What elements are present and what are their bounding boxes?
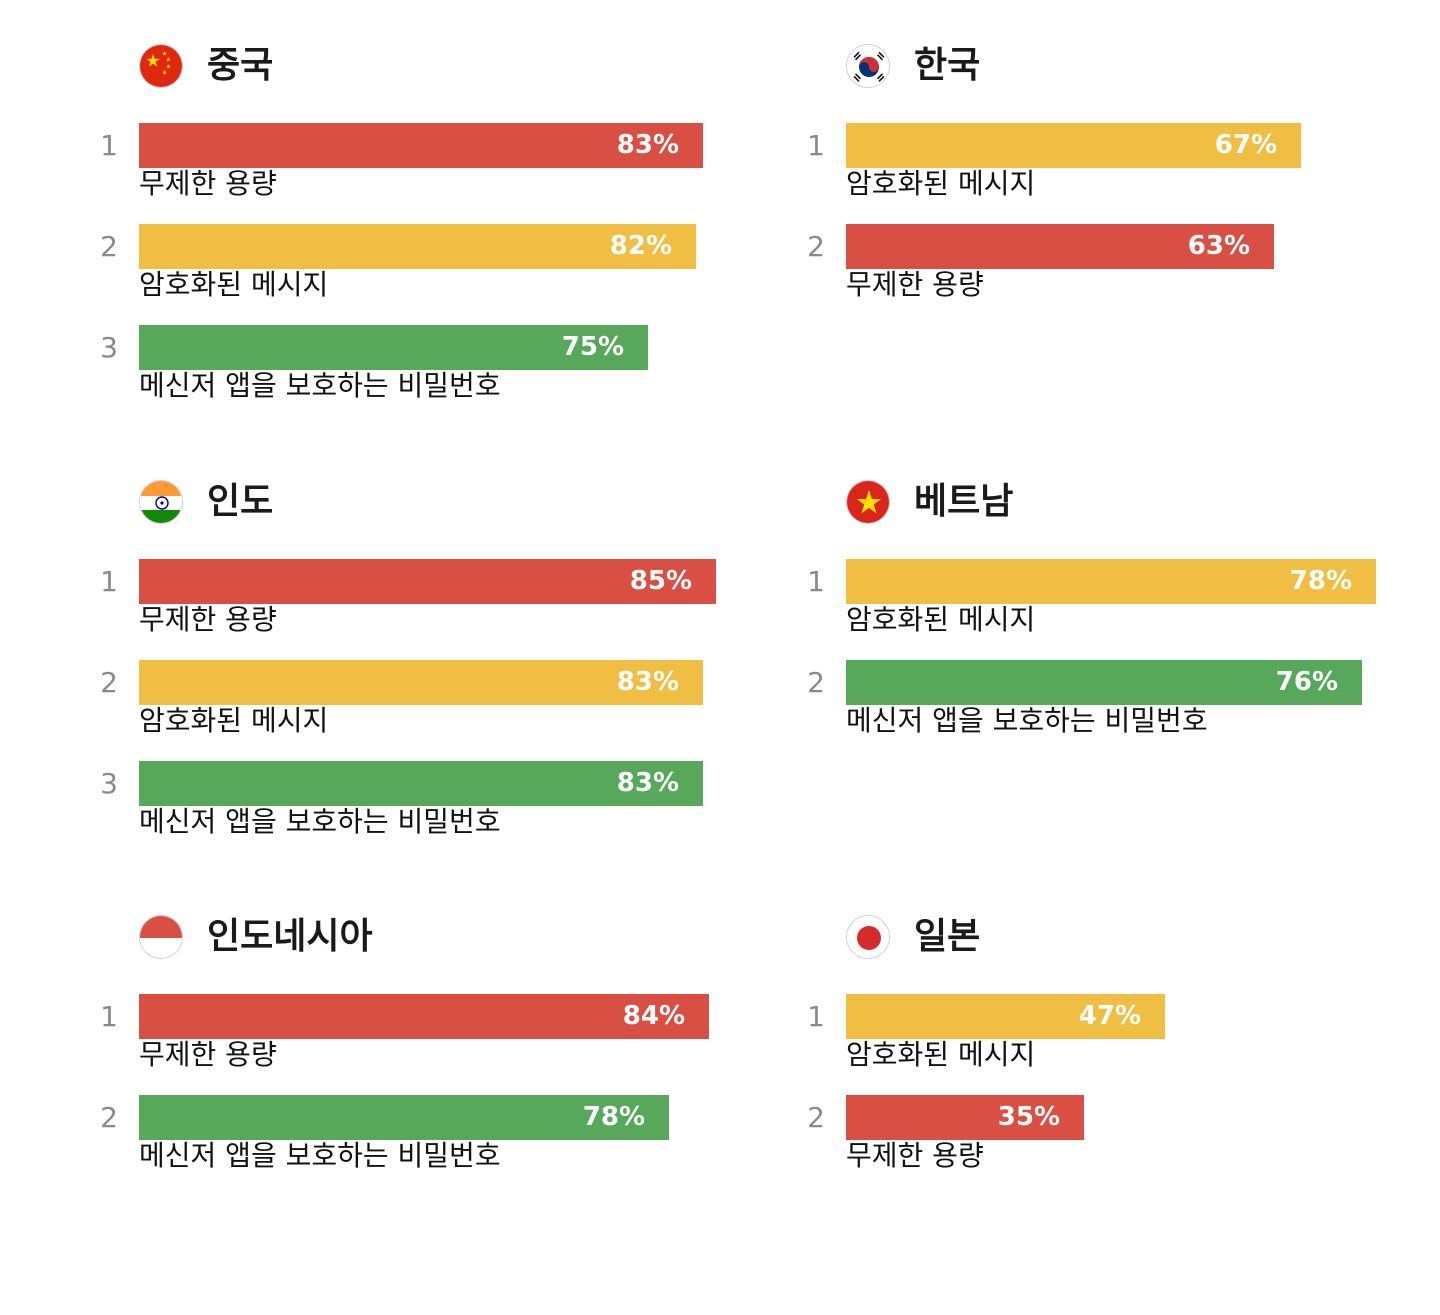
bar-row: 3 75% 메신저 앱을 보호하는 비밀번호 — [100, 325, 779, 405]
bar-row: 3 83% 메신저 앱을 보호하는 비밀번호 — [100, 761, 779, 841]
bar-value-label: 83% — [616, 667, 679, 697]
bar-value-label: 75% — [561, 332, 624, 362]
rank-number: 2 — [100, 1101, 118, 1134]
rank-number: 2 — [807, 666, 825, 699]
country-title: 중국 — [207, 45, 274, 86]
bar: 83% — [139, 761, 703, 806]
country-panel: 한국 1 67% 암호화된 메시지 2 63% 무제한 용량 — [807, 44, 1440, 444]
rank-number: 1 — [807, 565, 825, 598]
bar: 83% — [139, 123, 703, 168]
bar-value-label: 67% — [1214, 130, 1277, 160]
bar-value-label: 83% — [616, 768, 679, 798]
bar-value-label: 82% — [609, 231, 672, 261]
bar-row: 2 63% 무제한 용량 — [807, 224, 1440, 304]
bar-value-label: 35% — [997, 1102, 1060, 1132]
country-panel: 인도 1 85% 무제한 용량 2 83% 암호화된 메시지 3 83% 메신저 앱을 보호하는 … — [100, 480, 779, 880]
category-label: 무제한 용량 — [139, 167, 277, 200]
category-label: 암호화된 메시지 — [846, 1038, 1036, 1071]
category-label: 암호화된 메시지 — [846, 167, 1036, 200]
country-title: 인도 — [207, 481, 274, 522]
category-label: 메신저 앱을 보호하는 비밀번호 — [139, 1139, 501, 1172]
bar-row: 1 85% 무제한 용량 — [100, 559, 779, 639]
vietnam-flag-icon — [846, 480, 890, 524]
bar-value-label: 63% — [1187, 231, 1250, 261]
india-flag-icon — [139, 480, 183, 524]
category-label: 무제한 용량 — [139, 603, 277, 636]
bar-value-label: 85% — [629, 566, 692, 596]
bar: 35% — [846, 1095, 1084, 1140]
category-label: 암호화된 메시지 — [846, 603, 1036, 636]
country-panel: 중국 1 83% 무제한 용량 2 82% 암호화된 메시지 3 75% 메신저 앱을 보호하는 … — [100, 44, 779, 444]
rank-number: 3 — [100, 331, 118, 364]
bar: 47% — [846, 994, 1165, 1039]
korea-flag-icon — [846, 44, 890, 88]
country-title: 일본 — [914, 916, 981, 957]
rank-number: 2 — [807, 1101, 825, 1134]
country-panel: 베트남 1 78% 암호화된 메시지 2 76% 메신저 앱을 보호하는 비밀번호 — [807, 480, 1440, 880]
bar-row: 1 84% 무제한 용량 — [100, 994, 779, 1074]
bar: 76% — [846, 660, 1362, 705]
rank-number: 2 — [100, 666, 118, 699]
bar: 78% — [139, 1095, 669, 1140]
bar-value-label: 76% — [1275, 667, 1338, 697]
rank-number: 1 — [100, 129, 118, 162]
category-label: 메신저 앱을 보호하는 비밀번호 — [139, 805, 501, 838]
bar-value-label: 78% — [582, 1102, 645, 1132]
bar-row: 2 83% 암호화된 메시지 — [100, 660, 779, 740]
bar: 84% — [139, 994, 709, 1039]
bar-row: 2 82% 암호화된 메시지 — [100, 224, 779, 304]
bar-row: 2 78% 메신저 앱을 보호하는 비밀번호 — [100, 1095, 779, 1175]
rank-number: 3 — [100, 767, 118, 800]
japan-flag-icon — [846, 915, 890, 959]
bar: 82% — [139, 224, 696, 269]
country-title: 인도네시아 — [207, 916, 373, 957]
bar-value-label: 83% — [616, 130, 679, 160]
bar-row: 2 76% 메신저 앱을 보호하는 비밀번호 — [807, 660, 1440, 740]
category-label: 메신저 앱을 보호하는 비밀번호 — [846, 704, 1208, 737]
bar-row: 1 78% 암호화된 메시지 — [807, 559, 1440, 639]
category-label: 암호화된 메시지 — [139, 704, 329, 737]
bar-row: 2 35% 무제한 용량 — [807, 1095, 1440, 1175]
bar: 85% — [139, 559, 716, 604]
rank-number: 1 — [807, 1000, 825, 1033]
country-panel: 인도네시아 1 84% 무제한 용량 2 78% 메신저 앱을 보호하는 비밀번호 — [100, 915, 779, 1315]
category-label: 무제한 용량 — [139, 1038, 277, 1071]
bar: 63% — [846, 224, 1274, 269]
bar: 75% — [139, 325, 648, 370]
category-label: 무제한 용량 — [846, 268, 984, 301]
bar-row: 1 47% 암호화된 메시지 — [807, 994, 1440, 1074]
bar: 67% — [846, 123, 1301, 168]
category-label: 무제한 용량 — [846, 1139, 984, 1172]
bar-value-label: 78% — [1289, 566, 1352, 596]
bar-row: 1 83% 무제한 용량 — [100, 123, 779, 203]
rank-number: 2 — [100, 230, 118, 263]
rank-number: 1 — [100, 1000, 118, 1033]
bar-row: 1 67% 암호화된 메시지 — [807, 123, 1440, 203]
rank-number: 1 — [100, 565, 118, 598]
indonesia-flag-icon — [139, 915, 183, 959]
bar: 78% — [846, 559, 1376, 604]
country-title: 한국 — [914, 45, 981, 86]
category-label: 메신저 앱을 보호하는 비밀번호 — [139, 369, 501, 402]
bar-value-label: 47% — [1078, 1001, 1141, 1031]
bar-value-label: 84% — [622, 1001, 685, 1031]
country-title: 베트남 — [914, 481, 1014, 522]
category-label: 암호화된 메시지 — [139, 268, 329, 301]
rank-number: 2 — [807, 230, 825, 263]
china-flag-icon — [139, 44, 183, 88]
country-panel: 일본 1 47% 암호화된 메시지 2 35% 무제한 용량 — [807, 915, 1440, 1315]
bar: 83% — [139, 660, 703, 705]
rank-number: 1 — [807, 129, 825, 162]
